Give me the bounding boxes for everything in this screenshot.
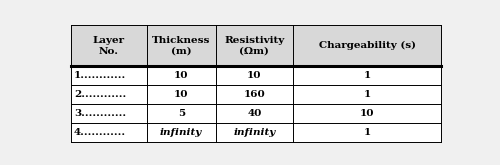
Text: 3............: 3............ [74,109,126,118]
Bar [71,123,442,142]
Text: infinity: infinity [234,128,276,137]
Text: 10: 10 [174,90,188,99]
Text: 1: 1 [364,71,371,80]
Bar [71,25,442,66]
Text: 40: 40 [247,109,262,118]
Text: 10: 10 [360,109,374,118]
Text: 10: 10 [174,71,188,80]
Bar [71,85,442,104]
Text: 1: 1 [364,128,371,137]
Text: Thickness
(m): Thickness (m) [152,36,210,56]
Text: 1............: 1............ [74,71,126,80]
Text: Chargeability (s): Chargeability (s) [319,41,416,50]
Text: 4............: 4............ [74,128,126,137]
Text: infinity: infinity [160,128,202,137]
Bar [71,66,442,85]
Text: 5: 5 [178,109,185,118]
Text: 10: 10 [247,71,262,80]
Bar [71,104,442,123]
Text: Resistivity
(Ωm): Resistivity (Ωm) [224,36,284,56]
Text: 160: 160 [244,90,266,99]
Text: Layer
No.: Layer No. [93,36,125,56]
Text: 1: 1 [364,90,371,99]
Text: 2............: 2............ [74,90,126,99]
